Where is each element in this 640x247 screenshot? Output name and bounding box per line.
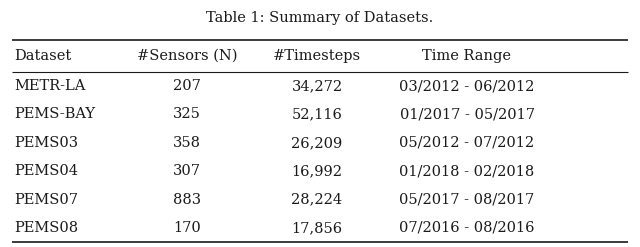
Text: PEMS08: PEMS08 [14, 221, 78, 235]
Text: METR-LA: METR-LA [14, 79, 85, 93]
Text: 34,272: 34,272 [291, 79, 342, 93]
Text: 325: 325 [173, 107, 201, 122]
Text: 307: 307 [173, 164, 201, 178]
Text: Table 1: Summary of Datasets.: Table 1: Summary of Datasets. [206, 11, 434, 25]
Text: PEMS-BAY: PEMS-BAY [14, 107, 95, 122]
Text: 05/2012 - 07/2012: 05/2012 - 07/2012 [399, 136, 534, 150]
Text: PEMS03: PEMS03 [14, 136, 78, 150]
Text: PEMS04: PEMS04 [14, 164, 78, 178]
Text: 17,856: 17,856 [291, 221, 342, 235]
Text: 16,992: 16,992 [291, 164, 342, 178]
Text: #Sensors (N): #Sensors (N) [137, 49, 237, 63]
Text: 07/2016 - 08/2016: 07/2016 - 08/2016 [399, 221, 535, 235]
Text: 883: 883 [173, 192, 201, 206]
Text: 26,209: 26,209 [291, 136, 342, 150]
Text: 28,224: 28,224 [291, 192, 342, 206]
Text: #Timesteps: #Timesteps [273, 49, 361, 63]
Text: 52,116: 52,116 [292, 107, 342, 122]
Text: Dataset: Dataset [14, 49, 71, 63]
Text: 358: 358 [173, 136, 201, 150]
Text: 170: 170 [173, 221, 201, 235]
Text: 03/2012 - 06/2012: 03/2012 - 06/2012 [399, 79, 534, 93]
Text: PEMS07: PEMS07 [14, 192, 78, 206]
Text: 01/2018 - 02/2018: 01/2018 - 02/2018 [399, 164, 534, 178]
Text: 05/2017 - 08/2017: 05/2017 - 08/2017 [399, 192, 534, 206]
Text: Time Range: Time Range [422, 49, 511, 63]
Text: 01/2017 - 05/2017: 01/2017 - 05/2017 [399, 107, 534, 122]
Text: 207: 207 [173, 79, 201, 93]
